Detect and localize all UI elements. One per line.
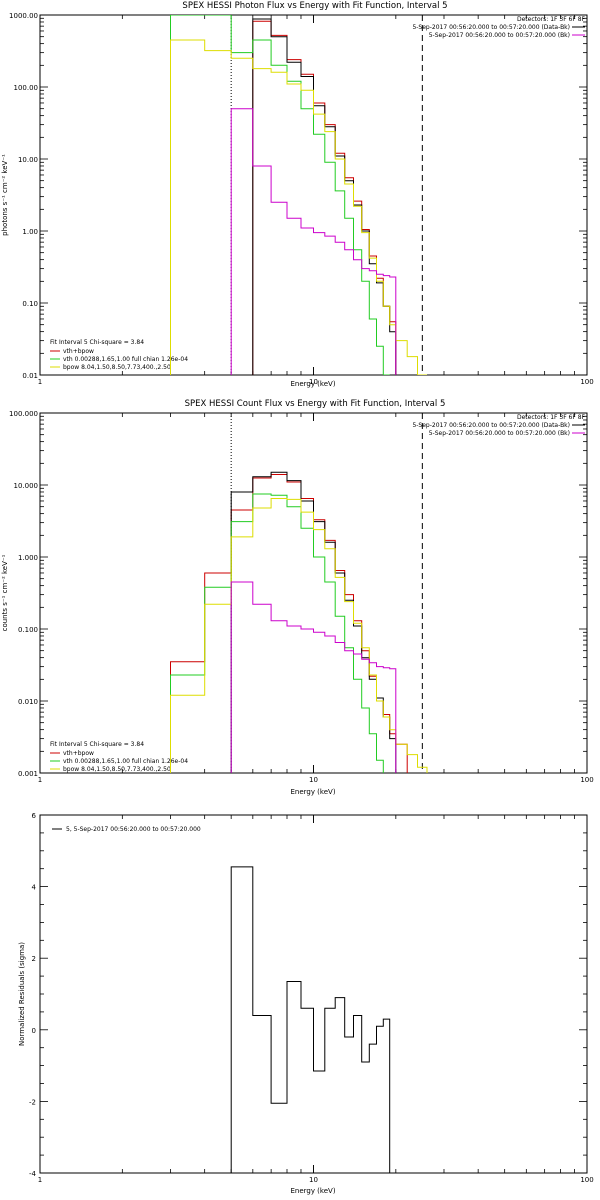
x-tick-label: 1 — [38, 776, 42, 784]
plot1-ylabel: photons s⁻¹ cm⁻² keV⁻¹ — [1, 154, 9, 236]
y-tick-label: 100.000 — [9, 410, 38, 418]
y-tick-label: 0.001 — [18, 770, 38, 778]
x-tick-label: 10 — [309, 776, 318, 784]
plot2-series-3 — [170, 498, 428, 773]
y-tick-label: 6 — [32, 812, 37, 820]
plot2-ylabel: counts s⁻¹ cm⁻² keV⁻¹ — [1, 554, 9, 631]
plot3-series-0 — [230, 866, 391, 1173]
plot2-legend-bpow: bpow 8.04,1.50,8.50,7.73,400.,2.50 — [63, 766, 171, 773]
y-tick-label: -2 — [29, 1098, 36, 1106]
plot2-legend-title: Fit Interval 5 Chi-square = 3.84 — [50, 741, 144, 748]
plot2-series-2 — [170, 493, 384, 773]
plot2-legend-vth: vth 0.00288,1.65,1.00 full chian 1.26e-0… — [63, 758, 188, 765]
y-tick-label: 4 — [32, 884, 37, 892]
x-tick-label: 1 — [38, 1176, 42, 1184]
plot1-series-3 — [170, 39, 427, 375]
y-tick-label: 10.00 — [18, 156, 38, 164]
plot3-legend-item: 5, 5-Sep-2017 00:56:20.000 to 00:57:20.0… — [66, 826, 201, 833]
plot1-series-2 — [170, 15, 390, 375]
plot2-series-0 — [170, 474, 408, 773]
plot1-title: SPEX HESSI Photon Flux vs Energy with Fi… — [182, 1, 447, 11]
y-tick-label: 1.00 — [22, 228, 38, 236]
plot2-marks: 1 10 100 0.001 0.010 0.100 1.000 10.000 100.000 — [9, 410, 594, 784]
y-tick-label: 2 — [32, 955, 36, 963]
plot3-xlabel: Energy (keV) — [290, 1187, 335, 1195]
plot2-header-line1: 5-Sep-2017 00:56:20.000 to 00:57:20.000 … — [412, 422, 570, 429]
y-tick-label: 0.01 — [22, 372, 38, 380]
plot1-xlabel: Energy (keV) — [290, 380, 335, 388]
plot1-header-line2: 5-Sep-2017 00:56:20.000 to 00:57:20.000 … — [429, 32, 570, 39]
plot2-xlabel: Energy (keV) — [290, 788, 335, 796]
plot2-legend-total: vth+bpow — [63, 750, 94, 757]
x-tick-label: 100 — [580, 378, 593, 386]
plot2-series-4 — [230, 581, 397, 773]
plot2-series-1 — [230, 471, 397, 773]
y-tick-label: -4 — [29, 1170, 37, 1178]
y-tick-label: 100.00 — [14, 84, 39, 92]
plot1-legend-title: Fit Interval 5 Chi-square = 3.84 — [50, 339, 144, 346]
plot1-series-0 — [252, 20, 397, 375]
x-tick-label: 1 — [38, 378, 42, 386]
plot2-header-line2: 5-Sep-2017 00:56:20.000 to 00:57:20.000 … — [429, 430, 570, 437]
y-tick-label: 0.010 — [18, 698, 38, 706]
x-tick-label: 100 — [580, 776, 593, 784]
plot2-detectors: Detectors: 1F 3F 6F 8F — [517, 414, 586, 421]
x-tick-label: 100 — [580, 1176, 593, 1184]
plot2-title: SPEX HESSI Count Flux vs Energy with Fit… — [185, 399, 446, 409]
plot1-legend-total: vth+bpow — [63, 348, 94, 355]
y-tick-label: 1.000 — [18, 554, 38, 562]
plot1-legend-vth: vth 0.00288,1.65,1.00 full chian 1.26e-0… — [63, 356, 188, 363]
plot1-marks: 1 10 100 0.01 0.10 1.00 10.00 100.00 1000.00 — [9, 12, 594, 386]
y-tick-label: 1000.00 — [9, 12, 38, 20]
plot3-marks: 1 10 100 -4 -2 0 2 4 6 — [29, 812, 594, 1184]
plot1-frame — [39, 14, 588, 376]
x-tick-label: 10 — [309, 1176, 318, 1184]
plot1-detectors: Detectors: 1F 3F 6F 8F — [517, 16, 586, 23]
x-tick-label: 10 — [309, 378, 318, 386]
plot3-frame — [39, 814, 588, 1174]
plot1-series-4 — [230, 108, 397, 375]
y-tick-label: 10.000 — [14, 482, 39, 490]
y-tick-label: 0.100 — [18, 626, 38, 634]
photon-flux-plot: SPEX HESSI Photon Flux vs Energy with Fi… — [1, 1, 588, 388]
y-tick-label: 0.10 — [22, 300, 38, 308]
y-tick-label: 0 — [32, 1027, 36, 1035]
residuals-plot: 5, 5-Sep-2017 00:56:20.000 to 00:57:20.0… — [18, 814, 588, 1195]
plot3-ylabel: Normalized Residuals (sigma) — [18, 942, 26, 1046]
plot1-header-line1: 5-Sep-2017 00:56:20.000 to 00:57:20.000 … — [412, 24, 570, 31]
plot2-frame — [39, 412, 588, 774]
count-flux-plot: SPEX HESSI Count Flux vs Energy with Fit… — [1, 399, 588, 796]
plot1-legend-bpow: bpow 8.04,1.50,8.50,7.73,400.,2.50 — [63, 364, 171, 371]
